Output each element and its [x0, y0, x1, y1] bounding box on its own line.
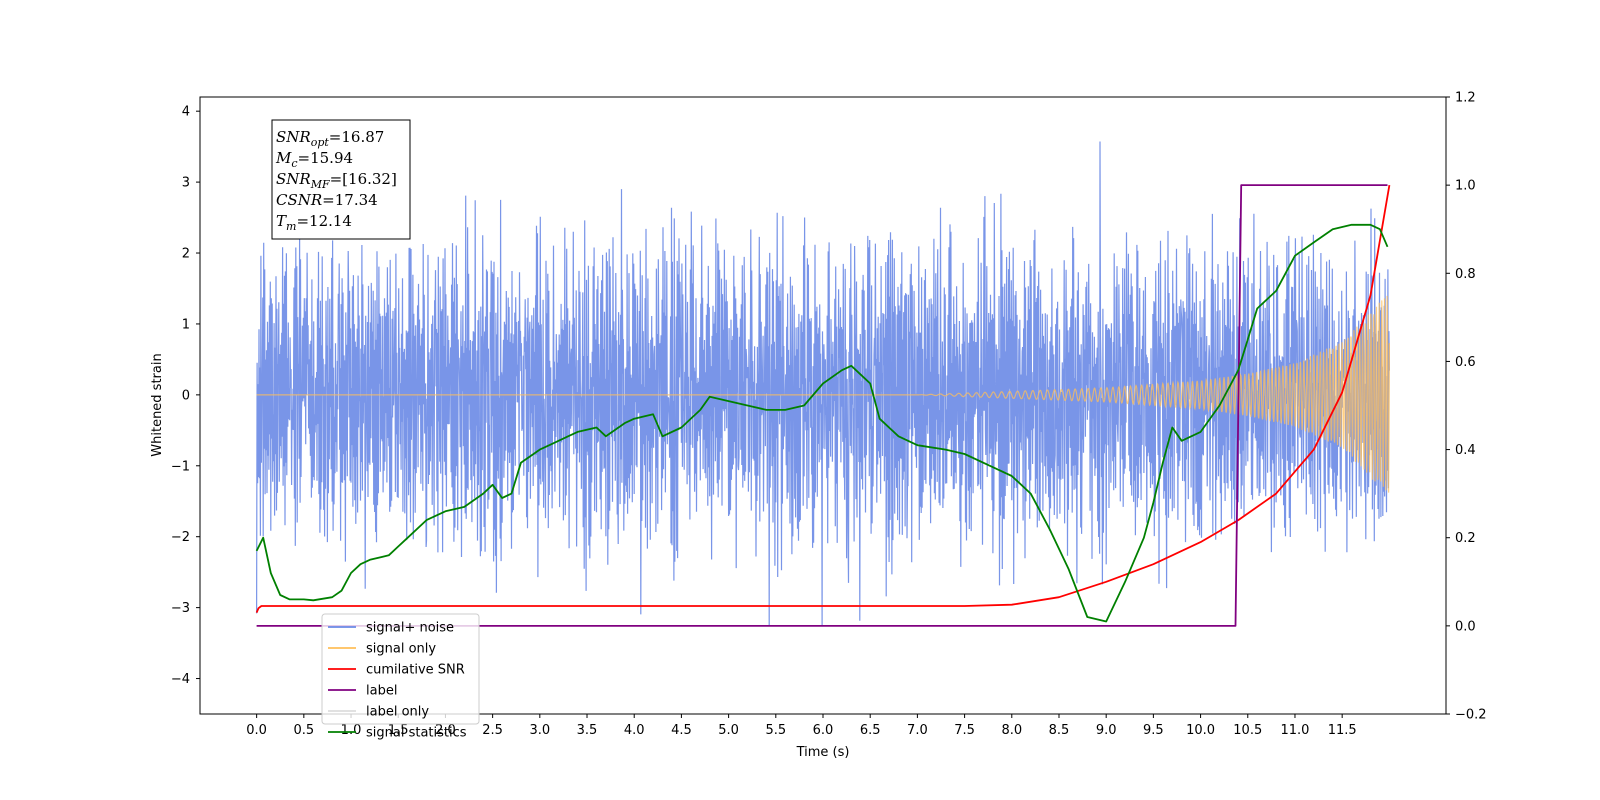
x-tick-label: 4.0: [624, 723, 645, 738]
series-signal-statistics: [255, 223, 1389, 623]
annotation-line: SNRMF=[16.32]: [276, 170, 397, 191]
legend-label-cumilative-snr: cumilative SNR: [366, 663, 465, 678]
annotation-subscript: c: [291, 157, 297, 170]
x-tick-label: 1.5: [388, 723, 409, 738]
y-tick-label: 3: [182, 176, 190, 191]
x-tick-label: 3.0: [529, 723, 550, 738]
legend-label-label: label: [366, 684, 397, 699]
y-tick-label: −4: [171, 672, 190, 687]
x-tick-label: 5.0: [718, 723, 739, 738]
annotation-value: =[16.32]: [330, 170, 397, 188]
y-tick-label: 2: [182, 247, 190, 262]
y-tick-label: −1: [171, 459, 190, 474]
x-tick-label: 5.5: [765, 723, 786, 738]
annotation-subscript: opt: [311, 136, 330, 149]
annotation-line: Tm=12.14: [276, 212, 352, 233]
x-tick-label: 6.5: [860, 723, 881, 738]
x-tick-label: 9.5: [1143, 723, 1164, 738]
x-tick-label: 8.5: [1049, 723, 1070, 738]
x-tick-label: 0.0: [246, 723, 267, 738]
x-tick-label: 9.0: [1096, 723, 1117, 738]
y-tick-label: 4: [182, 105, 190, 120]
annotation-subscript: MF: [310, 178, 330, 191]
x-tick-label: 0.5: [293, 723, 314, 738]
y2-tick-label: 0.4: [1455, 443, 1476, 458]
annotation-line: Mc=15.94: [275, 149, 353, 170]
series-signal-only: [256, 295, 1390, 493]
annotation-line: CSNR=17.34: [276, 191, 378, 209]
x-tick-label: 11.0: [1280, 723, 1309, 738]
annotation-symbol: CSNR: [276, 191, 322, 209]
stats-annotation-box: SNRopt=16.87Mc=15.94SNRMF=[16.32]CSNR=17…: [271, 119, 411, 240]
y2-tick-label: 0.2: [1455, 531, 1476, 546]
annotation-value: =17.34: [322, 191, 378, 209]
legend-label-label-only: label only: [366, 705, 429, 720]
y2-tick-label: 1.2: [1455, 91, 1476, 106]
y2-tick-label: 0.0: [1455, 619, 1476, 634]
series-cumilative-snr: [255, 184, 1391, 613]
legend-label-signal-statistics: signal statistics: [366, 726, 467, 741]
annotation-value: =12.14: [296, 212, 352, 230]
annotation-symbol: SNR: [276, 128, 311, 146]
legend-label-signal-noise: signal+ noise: [366, 621, 454, 636]
y2-tick-label: 0.6: [1455, 355, 1476, 370]
annotation-symbol: M: [275, 149, 292, 167]
annotation-subscript: m: [286, 220, 296, 233]
annotation-line: SNRopt=16.87: [276, 128, 384, 149]
x-tick-label: 10.5: [1233, 723, 1262, 738]
x-tick-label: 3.5: [577, 723, 598, 738]
y2-tick-label: 1.0: [1455, 179, 1476, 194]
x-tick-label: 10.0: [1186, 723, 1215, 738]
annotation-value: =15.94: [298, 149, 354, 167]
series-signal-noise: [256, 141, 1390, 626]
legend: signal+ noise signal only cumilative SNR la…: [321, 613, 480, 741]
legend-label-signal-only: signal only: [366, 642, 436, 657]
y-tick-label: −2: [171, 530, 190, 545]
x-tick-label: 4.5: [671, 723, 692, 738]
x-tick-label: 2.0: [435, 723, 456, 738]
x-tick-label: 8.0: [1001, 723, 1022, 738]
x-axis-label: Time (s): [796, 745, 850, 760]
series-label: [256, 184, 1388, 627]
x-tick-label: 7.5: [954, 723, 975, 738]
annotation-symbol: T: [276, 212, 287, 230]
y-tick-label: 1: [182, 317, 190, 332]
y-axis-left: 4 3 2 1 0 −1 −2 −3 −4: [171, 105, 200, 687]
y-tick-label: 0: [182, 388, 190, 403]
x-tick-label: 6.0: [813, 723, 834, 738]
legend-frame: [321, 613, 480, 725]
annotation-frame: [271, 119, 411, 240]
plot-area: [255, 141, 1391, 627]
annotation-value: =16.87: [329, 128, 385, 146]
y-axis-right: 1.2 1.0 0.8 0.6 0.4 0.2 0.0 −0.2: [1446, 91, 1487, 723]
y2-tick-label: −0.2: [1455, 708, 1487, 723]
x-tick-label: 7.0: [907, 723, 928, 738]
annotation-symbol: SNR: [276, 170, 311, 188]
y-axis-label: Whitened strain: [150, 353, 165, 456]
x-axis: 0.0 0.5 1.0 1.5 2.0 2.5 3.0 3.5 4.0 4.5 5.0 5.5 6.0 6…: [246, 714, 1357, 738]
x-tick-label: 11.5: [1328, 723, 1357, 738]
x-tick-label: 1.0: [341, 723, 362, 738]
x-tick-label: 2.5: [482, 723, 503, 738]
y2-tick-label: 0.8: [1455, 267, 1476, 282]
y-tick-label: −3: [171, 601, 190, 616]
